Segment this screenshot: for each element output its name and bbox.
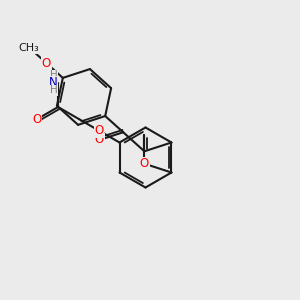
Text: O: O (95, 134, 104, 146)
Text: O: O (32, 112, 42, 126)
Text: H: H (50, 85, 57, 95)
Text: H: H (50, 70, 57, 80)
Text: N: N (49, 76, 58, 89)
Text: O: O (95, 124, 104, 137)
Text: O: O (42, 56, 51, 70)
Text: O: O (140, 157, 149, 170)
Text: CH₃: CH₃ (18, 43, 39, 53)
